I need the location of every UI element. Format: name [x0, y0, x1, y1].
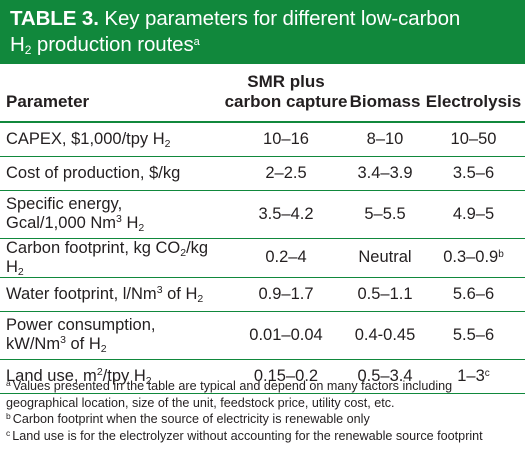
param-line1: Power consumption,: [6, 316, 156, 334]
param-superscript: 2: [96, 365, 103, 378]
title-h: H: [10, 33, 25, 56]
table-row: Water footprint, l/Nm3 of H2 0.9–1.7 0.5…: [0, 277, 525, 311]
cell-smr: 0.9–1.7: [258, 284, 314, 303]
param-subscript: 2: [138, 222, 145, 234]
cell-smr: 0.2–4: [265, 248, 307, 266]
table-row: Cost of production, $/kg 2–2.5 3.4–3.9 3…: [0, 156, 525, 190]
cell-biomass: 5–5.5: [364, 204, 406, 223]
param-text: Carbon footprint, kg CO: [6, 238, 181, 257]
header-smr: SMR plus carbon capture: [224, 72, 348, 122]
param-subscript: 2: [145, 374, 152, 387]
cell-smr: 3.5–4.2: [258, 204, 314, 223]
param-superscript: 3: [60, 334, 66, 346]
cell-electrolysis: 1–3c: [422, 359, 525, 393]
param-superscript: 3: [156, 283, 163, 296]
header-electrolysis: Electrolysis: [425, 92, 522, 111]
param-text: kW/Nm: [6, 335, 61, 353]
cell-smr: 0.01–0.04: [249, 325, 323, 344]
param-text-mid: of H: [65, 335, 101, 353]
header-smr-line1: SMR plus: [247, 72, 325, 91]
cell-smr: 0.15–0.2: [253, 366, 319, 385]
header-smr-line2: carbon capture: [224, 92, 348, 111]
param-text: Land use, m: [6, 366, 97, 385]
table-title: TABLE 3. Key parameters for different lo…: [0, 0, 525, 64]
footnote-mark: a: [6, 378, 11, 388]
footnote-text: Land use is for the electrolyzer without…: [12, 428, 483, 443]
param-text-mid: /kg H: [6, 238, 209, 276]
param-superscript: 3: [116, 213, 122, 225]
cell-electrolysis: 3.5–6: [452, 163, 495, 182]
param-cost: Cost of production, $/kg: [6, 163, 181, 182]
param-power-consumption: Power consumption, kW/Nm3 of H2: [0, 311, 224, 359]
title-note-mark: a: [193, 36, 200, 48]
title-line-2: H2 production routesa: [10, 32, 515, 58]
param-carbon-footprint: Carbon footprint, kg CO2/kg H2: [0, 238, 224, 277]
title-text-line1: Key parameters for different low-carbon: [104, 7, 461, 30]
footnote-text: Carbon footprint when the source of elec…: [12, 412, 370, 426]
param-line2: kW/Nm3 of H2: [6, 334, 224, 355]
cell-value: 0.3–0.9: [443, 248, 499, 266]
footnote-mark-c: c: [484, 367, 490, 379]
param-text: Water footprint, l/Nm: [6, 284, 157, 303]
param-capex: CAPEX, $1,000/tpy H2: [0, 122, 224, 156]
footnote-c: c Land use is for the electrolyzer withou…: [6, 428, 521, 445]
param-water-footprint: Water footprint, l/Nm3 of H2: [0, 277, 224, 311]
param-land-use: Land use, m2/tpy H2: [0, 359, 224, 393]
table-row: Specific energy, Gcal/1,000 Nm3 H2 3.5–4…: [0, 190, 525, 238]
footnote-a: a Values presented in the table are typic…: [6, 378, 521, 395]
param-text-mid: /tpy H: [102, 366, 146, 385]
cell-electrolysis: 0.3–0.9b: [422, 238, 525, 277]
table-row: CAPEX, $1,000/tpy H2 10–16 8–10 10–50: [0, 122, 525, 156]
param-subscript: 2: [197, 292, 204, 305]
cell-smr: 2–2.5: [265, 163, 307, 182]
cell-electrolysis: 5.5–6: [452, 325, 495, 344]
table-label: TABLE 3.: [10, 7, 99, 30]
param-subscript: 2: [164, 137, 171, 150]
cell-value: 1–3: [457, 366, 485, 385]
footnote-mark: b: [6, 411, 11, 421]
param-line1: Specific energy,: [6, 195, 123, 213]
table-row: Power consumption, kW/Nm3 of H2 0.01–0.0…: [0, 311, 525, 359]
param-specific-energy: Specific energy, Gcal/1,000 Nm3 H2: [0, 190, 224, 238]
param-subscript-2: 2: [17, 265, 24, 278]
param-subscript: 2: [180, 246, 187, 259]
cell-biomass: 3.4–3.9: [357, 163, 413, 182]
param-subscript: 2: [100, 343, 107, 355]
footnote-a-continued: geographical location, size of the unit,…: [6, 395, 521, 412]
param-line2: Gcal/1,000 Nm3 H2: [6, 213, 224, 234]
footnote-text: Values presented in the table are typica…: [12, 379, 453, 393]
cell-biomass: 0.4-0.45: [354, 325, 416, 344]
table-row: Carbon footprint, kg CO2/kg H2 0.2–4 Neu…: [0, 238, 525, 277]
header-biomass: Biomass: [349, 92, 421, 111]
cell-electrolysis: 4.9–5: [452, 204, 495, 223]
footnote-b: b Carbon footprint when the source of ele…: [6, 411, 521, 428]
header-row: Parameter SMR plus carbon capture Biomas…: [0, 72, 525, 122]
cell-biomass: 0.5–3.4: [357, 366, 413, 385]
param-text: Gcal/1,000 Nm: [6, 214, 117, 232]
cell-biomass: 0.5–1.1: [357, 284, 413, 303]
footnote-text: geographical location, size of the unit,…: [6, 395, 395, 410]
cell-biomass: Neutral: [358, 248, 412, 266]
footnote-mark-b: b: [498, 249, 504, 260]
title-line-1: TABLE 3. Key parameters for different lo…: [10, 6, 515, 32]
parameters-table: Parameter SMR plus carbon capture Biomas…: [0, 72, 525, 394]
footnote-mark: c: [6, 427, 11, 438]
cell-biomass: 8–10: [366, 129, 404, 148]
title-h-sub: 2: [24, 43, 32, 57]
cell-smr: 10–16: [263, 129, 309, 148]
footnotes: a Values presented in the table are typic…: [6, 378, 521, 444]
param-text: CAPEX, $1,000/tpy H: [6, 129, 165, 148]
cell-electrolysis: 10–50: [450, 129, 497, 148]
cell-electrolysis: 5.6–6: [452, 284, 495, 303]
param-text-mid: H: [121, 214, 139, 232]
title-text-line2: production routes: [36, 33, 194, 56]
header-parameter: Parameter: [6, 92, 90, 111]
param-text-mid: of H: [162, 284, 198, 303]
table-row: Land use, m2/tpy H2 0.15–0.2 0.5–3.4 1–3…: [0, 359, 525, 393]
